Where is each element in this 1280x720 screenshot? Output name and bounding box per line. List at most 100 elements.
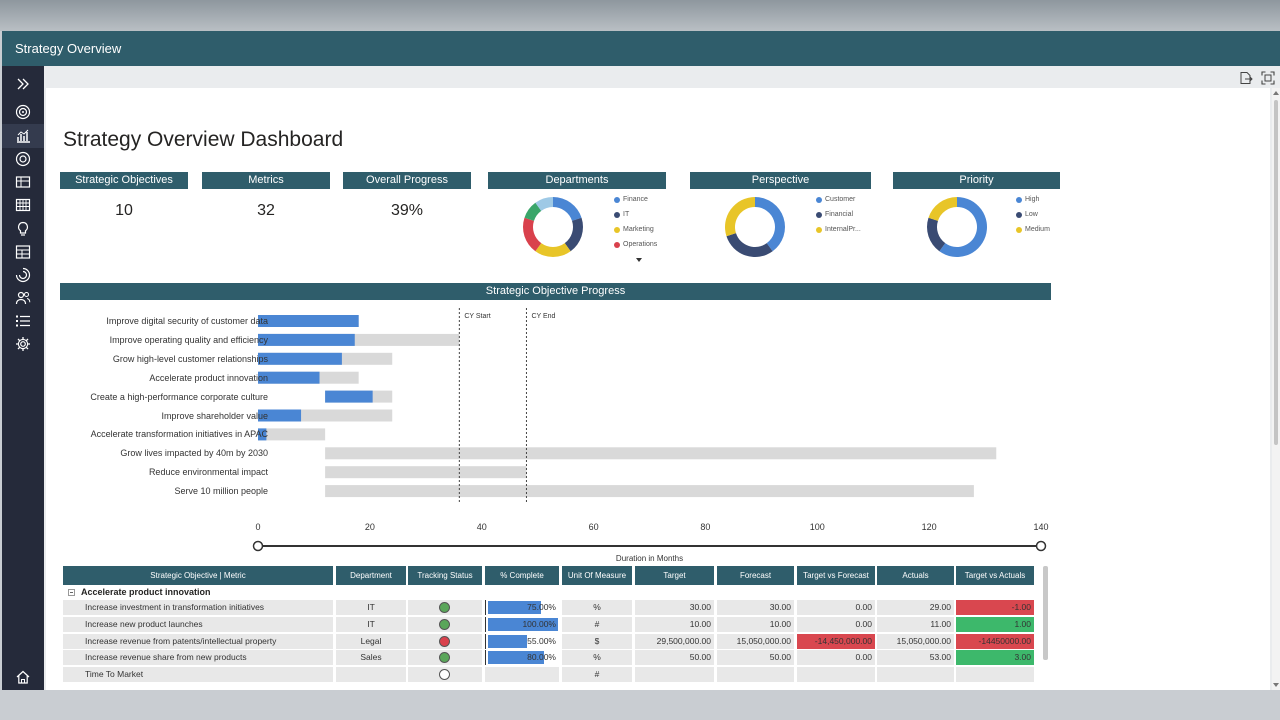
gantt-progress-bar[interactable] (258, 315, 359, 327)
home-icon[interactable] (13, 667, 33, 687)
radial-icon[interactable] (13, 265, 33, 285)
scroll-down-icon[interactable] (1273, 683, 1279, 687)
scorecard-icon[interactable] (13, 172, 33, 192)
table-icon[interactable] (13, 242, 33, 262)
cell-tvf: 0.00 (797, 650, 875, 666)
app-title: Strategy Overview (15, 41, 122, 56)
expand-icon[interactable] (13, 74, 33, 94)
legend-more-chevron-icon[interactable] (636, 258, 642, 262)
col-header-department[interactable]: Department (336, 566, 406, 585)
legend-item-operations[interactable]: Operations (614, 237, 657, 252)
gear-icon[interactable] (13, 334, 33, 354)
legend-item-internalpr[interactable]: InternalPr... (816, 222, 861, 237)
cell-tva: -14450000.00 (956, 633, 1034, 649)
gantt-duration-bar[interactable] (325, 447, 997, 460)
status-indicator-icon (439, 669, 450, 681)
cell-target: 30.00 (635, 600, 714, 615)
donut-slice-high[interactable] (939, 197, 987, 257)
scroll-up-icon[interactable] (1273, 91, 1279, 95)
gantt-duration-bar[interactable] (325, 485, 974, 498)
range-slider-end-handle[interactable] (1035, 540, 1047, 552)
donut-slice-medium[interactable] (928, 197, 957, 221)
legend-item-medium[interactable]: Medium (1016, 222, 1050, 237)
focus-mode-icon[interactable] (1261, 71, 1275, 85)
legend-item-financial[interactable]: Financial (816, 207, 861, 222)
cell-dept: Sales (336, 650, 406, 666)
col-header-unit[interactable]: Unit Of Measure (562, 566, 632, 585)
gantt-progress-bar[interactable] (325, 390, 373, 403)
legend-dot-icon (614, 241, 620, 248)
cell-dept: IT (336, 600, 406, 615)
cell-metric: Increase revenue from patents/intellectu… (63, 633, 333, 649)
objective-icon[interactable] (13, 149, 33, 169)
legend-item-marketing[interactable]: Marketing (614, 222, 657, 237)
donut-slice-financial[interactable] (726, 233, 773, 257)
donut-slice-low[interactable] (927, 217, 946, 252)
col-header-objective[interactable]: Strategic Objective | Metric (63, 566, 333, 585)
gantt-progress-bar[interactable] (258, 352, 342, 365)
col-header-target-vs-forecast[interactable]: Target vs Forecast (797, 566, 875, 585)
perspective-donut[interactable] (724, 196, 786, 258)
status-indicator-icon (439, 618, 450, 630)
cell-forecast: 50.00 (717, 650, 794, 666)
cell-target: 10.00 (635, 616, 714, 632)
table-scrollbar[interactable] (1043, 566, 1048, 660)
col-header-complete[interactable]: % Complete (485, 566, 559, 585)
legend-item-low[interactable]: Low (1016, 207, 1050, 222)
x-tick-label: 100 (810, 522, 825, 532)
col-header-target-vs-actuals[interactable]: Target vs Actuals (956, 566, 1034, 585)
legend-dot-icon (614, 196, 620, 203)
legend-item-it[interactable]: IT (614, 207, 657, 222)
list-icon[interactable] (13, 311, 33, 331)
cell-actuals (877, 667, 954, 683)
priority-donut[interactable] (926, 196, 988, 258)
cell-uom: % (562, 650, 632, 666)
gantt-progress-bar[interactable] (258, 333, 355, 346)
donut-slice-other-4[interactable] (524, 202, 542, 221)
page-scrollbar[interactable] (1272, 88, 1280, 690)
donut-slice-operations[interactable] (523, 217, 542, 252)
x-tick-label: 120 (922, 522, 937, 532)
gantt-progress-bar[interactable] (258, 371, 320, 384)
percent-complete-value: 55.00% (527, 635, 556, 646)
cell-pct: 55.00% (485, 633, 559, 649)
gantt-progress-bar[interactable] (258, 409, 302, 422)
export-icon[interactable] (1239, 71, 1253, 85)
donut-slice-finance[interactable] (553, 197, 582, 221)
donut-slice-customer[interactable] (755, 197, 785, 252)
donut-slice-marketing[interactable] (535, 243, 571, 257)
col-header-target[interactable]: Target (635, 566, 714, 585)
col-header-forecast[interactable]: Forecast (717, 566, 794, 585)
collapse-toggle-icon[interactable] (68, 589, 75, 596)
kpi-value-metrics: 32 (257, 202, 275, 219)
donut-slice-it[interactable] (564, 217, 583, 252)
gantt-progress-bar[interactable] (258, 428, 267, 441)
cell-status (408, 633, 482, 649)
donut-slice-internalpr[interactable] (725, 197, 755, 237)
gantt-svg: CY Start CY End 0 20 40 60 80 100 120 140 Duration… (252, 308, 1049, 563)
percent-complete-value: 75.00% (527, 602, 556, 612)
legend-item-finance[interactable]: Finance (614, 192, 657, 207)
legend-label: Finance (623, 196, 648, 203)
cell-tvf: 0.00 (797, 616, 875, 632)
calendar-grid-icon[interactable] (13, 195, 33, 215)
range-slider-start-handle[interactable] (252, 540, 264, 552)
donut-slice-other-5[interactable] (535, 197, 553, 211)
cell-uom: # (562, 667, 632, 683)
departments-donut[interactable] (522, 196, 584, 258)
legend-dot-icon (816, 226, 822, 233)
gantt-duration-bar[interactable] (325, 466, 527, 479)
legend-item-high[interactable]: High (1016, 192, 1050, 207)
people-icon[interactable] (13, 288, 33, 308)
chart-icon[interactable] (2, 124, 44, 148)
gantt-duration-bar[interactable] (258, 428, 326, 441)
legend-item-customer[interactable]: Customer (816, 192, 861, 207)
col-header-tracking-status[interactable]: Tracking Status (408, 566, 482, 585)
col-header-actuals[interactable]: Actuals (877, 566, 954, 585)
scroll-thumb[interactable] (1274, 100, 1278, 445)
target-icon[interactable] (13, 102, 33, 122)
gantt-row-label: Create a high-performance corporate cult… (90, 391, 268, 402)
x-tick-label: 60 (589, 522, 599, 532)
lightbulb-icon[interactable] (13, 219, 33, 239)
x-tick-label: 0 (255, 522, 260, 532)
